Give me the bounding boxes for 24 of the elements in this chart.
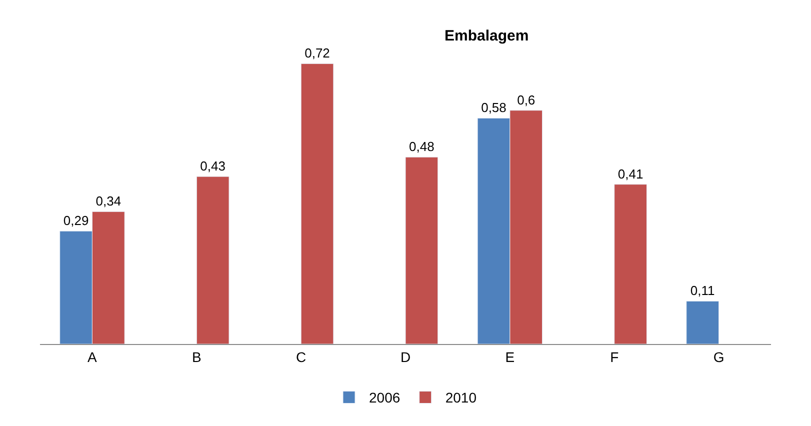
bar — [300, 63, 334, 344]
data-label: 0,11 — [690, 283, 715, 298]
bar — [614, 184, 647, 344]
data-label: 0,43 — [200, 158, 226, 174]
chart-title: Embalagem — [444, 27, 529, 44]
x-tick-label: E — [505, 348, 515, 365]
data-label: 0,6 — [517, 92, 536, 108]
bar — [405, 156, 438, 344]
x-tick-label: F — [610, 348, 619, 365]
bar — [196, 176, 230, 344]
data-label: 0,48 — [409, 139, 434, 154]
data-label: 0,72 — [304, 46, 330, 61]
legend-label: 2010 — [445, 390, 477, 406]
x-tick-label: A — [88, 348, 98, 365]
legend-label: 2006 — [369, 390, 400, 406]
data-label: 0,34 — [96, 194, 122, 209]
x-tick-label: D — [400, 348, 411, 365]
data-label: 0,29 — [63, 213, 89, 228]
data-label: 0,58 — [481, 100, 506, 116]
data-label: 0,41 — [618, 166, 644, 182]
x-tick-label: G — [713, 348, 724, 365]
x-tick-label: B — [192, 348, 202, 365]
x-tick-label: C — [296, 348, 306, 365]
bar — [686, 300, 720, 344]
